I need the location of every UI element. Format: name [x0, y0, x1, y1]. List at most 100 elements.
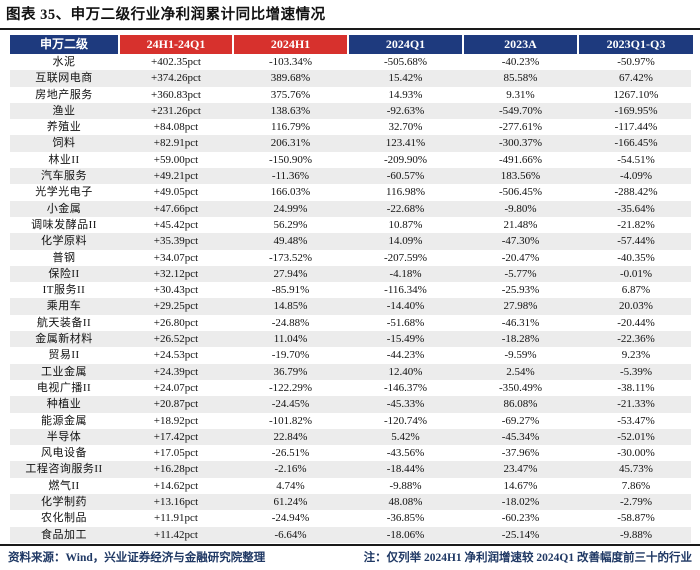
value-cell: -21.82%: [617, 218, 655, 231]
value-cell: -5.39%: [619, 365, 653, 378]
value-cell: 5.42%: [391, 430, 420, 443]
value-cell: -44.23%: [386, 349, 425, 362]
value-cell: 183.56%: [500, 170, 541, 183]
value-cell: +26.80pct: [153, 316, 199, 329]
table-row: 渔业 +231.26pct 138.63% -92.63% -549.70% -169.9…: [10, 102, 691, 120]
industry-name: IT服务II: [42, 284, 86, 297]
table-row: 养殖业 +84.08pct 116.79% 32.70% -277.61% -117.44…: [10, 119, 691, 135]
value-cell: -24.45%: [271, 398, 310, 411]
industry-name: 燃气II: [48, 479, 80, 492]
value-cell: 45.73%: [619, 463, 653, 476]
value-cell: -9.80%: [504, 202, 537, 215]
value-cell: 9.23%: [621, 349, 651, 362]
value-cell: 48.08%: [388, 496, 423, 509]
value-cell: 166.03%: [270, 186, 311, 199]
table-row: 保险II +32.12pct 27.94% -4.18% -5.77% -0.01%: [10, 265, 691, 283]
value-cell: +34.07pct: [153, 251, 199, 264]
table-row: 燃气II +14.62pct 4.74% -9.88% 14.67% 7.86%: [10, 478, 691, 494]
table-row: 工程咨询服务II +16.28pct -2.16% -18.44% 23.47% 45.7…: [10, 461, 691, 478]
value-cell: -9.88%: [389, 479, 422, 492]
value-cell: +35.39pct: [153, 235, 199, 248]
table-row: 普钢 +34.07pct -173.52% -207.59% -20.47% -40.35…: [10, 250, 691, 266]
table-row: 饲料 +82.91pct 206.31% 123.41% -300.37% -166.45…: [10, 135, 691, 152]
value-cell: -25.93%: [501, 284, 540, 297]
industry-name: 工业金属: [41, 365, 87, 378]
column-header: 24H1-24Q1: [120, 35, 232, 54]
value-cell: 10.87%: [388, 218, 423, 231]
value-cell: -18.28%: [501, 333, 540, 346]
value-cell: 56.29%: [273, 218, 308, 231]
value-cell: 67.42%: [619, 72, 653, 85]
value-cell: +374.26pct: [151, 72, 201, 85]
value-cell: -9.59%: [504, 349, 537, 362]
column-header: 2023A: [464, 35, 577, 54]
industry-growth-table: 申万二级 24H1-24Q1 2024H1 2024Q1 2023A 2023Q1-Q3 …: [10, 35, 693, 543]
value-cell: -18.02%: [501, 496, 540, 509]
value-cell: -43.56%: [386, 447, 425, 460]
value-cell: +29.25pct: [153, 300, 199, 313]
value-cell: +17.42pct: [153, 430, 199, 443]
value-cell: -11.36%: [271, 170, 310, 183]
industry-name: 乘用车: [46, 300, 82, 313]
value-cell: 85.58%: [503, 72, 538, 85]
value-cell: +32.12pct: [153, 267, 199, 280]
value-cell: +82.91pct: [153, 137, 199, 150]
value-cell: -14.40%: [386, 300, 425, 313]
value-cell: +16.28pct: [153, 463, 199, 476]
value-cell: -122.29%: [268, 381, 313, 394]
table-header-row: 申万二级 24H1-24Q1 2024H1 2024Q1 2023A 2023Q1-Q3: [10, 35, 693, 54]
industry-name: 农化制品: [41, 512, 87, 525]
value-cell: 1267.10%: [613, 88, 659, 101]
value-cell: 27.98%: [503, 300, 538, 313]
industry-name: 金属新材料: [35, 333, 93, 346]
value-cell: -38.11%: [617, 381, 655, 394]
industry-name: 光学光电子: [35, 186, 93, 199]
industry-name: 食品加工: [41, 528, 87, 541]
industry-name: 风电设备: [41, 447, 87, 460]
value-cell: 14.67%: [503, 479, 538, 492]
value-cell: 7.86%: [621, 479, 651, 492]
value-cell: -19.70%: [271, 349, 310, 362]
value-cell: +11.91pct: [154, 512, 198, 525]
industry-name: 调味发酵品II: [31, 218, 97, 231]
value-cell: -300.37%: [498, 137, 543, 150]
value-cell: 123.41%: [385, 137, 426, 150]
value-cell: +360.83pct: [151, 88, 201, 101]
value-cell: -169.95%: [614, 104, 658, 117]
value-cell: -209.90%: [383, 153, 428, 166]
value-cell: -57.44%: [617, 235, 655, 248]
value-cell: 86.08%: [503, 398, 538, 411]
value-cell: 389.68%: [270, 72, 311, 85]
value-cell: 21.48%: [503, 218, 538, 231]
value-cell: -101.82%: [268, 414, 313, 427]
industry-name: 化学制药: [41, 496, 87, 509]
industry-name: 航天装备II: [36, 316, 92, 329]
industry-name: 水泥: [52, 56, 76, 68]
value-cell: 11.04%: [273, 333, 308, 346]
value-cell: 2.54%: [506, 365, 535, 378]
value-cell: +49.05pct: [153, 186, 199, 199]
table-row: 风电设备 +17.05pct -26.51% -43.56% -37.96% -30.00…: [10, 445, 691, 461]
value-cell: -45.34%: [501, 430, 540, 443]
table-row: 化学制药 +13.16pct 61.24% 48.08% -18.02% -2.79%: [10, 494, 691, 511]
value-cell: -52.01%: [617, 430, 655, 443]
value-cell: -24.94%: [271, 512, 310, 525]
value-cell: -0.01%: [619, 267, 653, 280]
value-cell: -40.35%: [617, 251, 655, 264]
value-cell: +30.43pct: [153, 284, 199, 297]
industry-name: 互联网电商: [35, 72, 93, 85]
title-divider: [0, 28, 700, 30]
industry-name: 能源金属: [41, 414, 87, 427]
value-cell: -85.91%: [271, 284, 310, 297]
value-cell: -549.70%: [498, 104, 543, 117]
industry-name: 工程咨询服务II: [25, 463, 103, 476]
value-cell: -22.36%: [617, 333, 655, 346]
table-row: 互联网电商 +374.26pct 389.68% 15.42% 85.58% 67.42%: [10, 70, 691, 87]
value-cell: +24.53pct: [153, 349, 199, 362]
table-row: 食品加工 +11.42pct -6.64% -18.06% -25.14% -9.88%: [10, 526, 691, 543]
value-cell: 20.03%: [619, 300, 653, 313]
value-cell: -47.30%: [501, 235, 540, 248]
table-row: 工业金属 +24.39pct 36.79% 12.40% 2.54% -5.39%: [10, 363, 691, 380]
value-cell: -277.61%: [498, 121, 543, 134]
value-cell: -58.87%: [617, 512, 655, 525]
